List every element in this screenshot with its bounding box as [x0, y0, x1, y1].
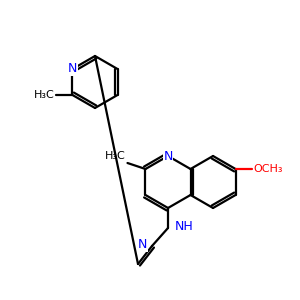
Text: H₃C: H₃C — [34, 90, 55, 100]
Text: N: N — [68, 62, 77, 76]
Text: H₃C: H₃C — [105, 151, 125, 161]
Text: N: N — [163, 149, 173, 163]
Text: OCH₃: OCH₃ — [254, 164, 283, 174]
Text: N: N — [138, 238, 147, 251]
Text: NH: NH — [175, 220, 194, 233]
